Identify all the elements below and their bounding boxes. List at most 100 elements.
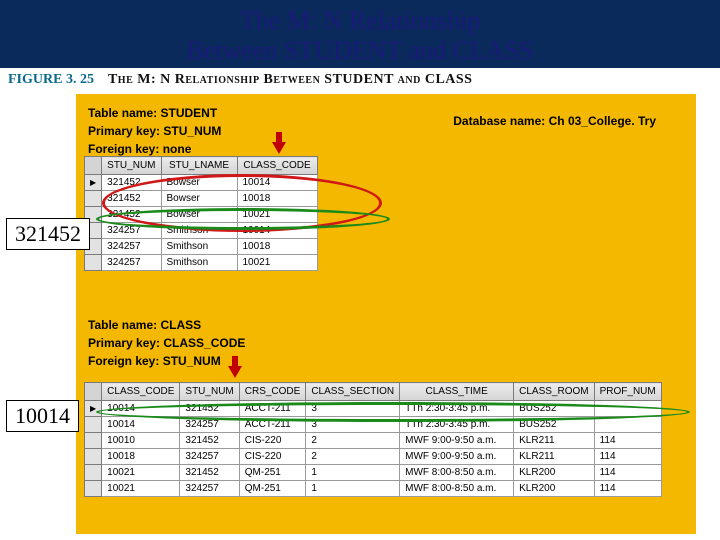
class-table-name-label: Table name: (88, 318, 157, 332)
cell: 1 (306, 481, 400, 497)
cell: 10018 (102, 449, 180, 465)
table-row: 324257Smithson10014 (85, 223, 318, 239)
column-header: CLASS_SECTION (306, 383, 400, 401)
row-selector[interactable] (85, 417, 102, 433)
table-row: 10021321452QM-2511MWF 8:00-8:50 a.m.KLR2… (85, 465, 662, 481)
slide-title: The M: N Relationship Between STUDENT an… (0, 0, 720, 70)
cell: CIS-220 (239, 449, 306, 465)
class-table: CLASS_CODESTU_NUMCRS_CODECLASS_SECTIONCL… (84, 382, 662, 497)
table-row: 324257Smithson10021 (85, 255, 318, 271)
cell: 114 (594, 481, 661, 497)
cell: MWF 8:00-8:50 a.m. (400, 465, 514, 481)
cell: 324257 (102, 255, 161, 271)
cell: MWF 9:00-9:50 a.m. (400, 433, 514, 449)
table-row: 10010321452CIS-2202MWF 9:00-9:50 a.m.KLR… (85, 433, 662, 449)
row-selector[interactable] (85, 255, 102, 271)
cell: 10010 (102, 433, 180, 449)
student-pk: STU_NUM (163, 124, 221, 138)
yellow-panel: Table name: STUDENT Primary key: STU_NUM… (76, 94, 696, 534)
row-selector[interactable] (85, 433, 102, 449)
cell: 321452 (180, 465, 239, 481)
cell: ACCT-211 (239, 417, 306, 433)
cell: Smithson (161, 255, 237, 271)
student-fk: none (163, 142, 192, 156)
cell: 10014 (237, 223, 317, 239)
cell (594, 401, 661, 417)
column-header: STU_LNAME (161, 157, 237, 175)
class-pk-label: Primary key: (88, 336, 160, 350)
cell: ACCT-211 (239, 401, 306, 417)
cell: 10018 (237, 239, 317, 255)
callout-bottom: 10014 (6, 400, 79, 432)
cell: KLR211 (514, 433, 594, 449)
student-table: STU_NUMSTU_LNAMECLASS_CODE321452Bowser10… (84, 156, 318, 271)
cell: 321452 (180, 433, 239, 449)
cell: CIS-220 (239, 433, 306, 449)
cell: 324257 (180, 481, 239, 497)
cell: 10021 (237, 207, 317, 223)
database-label: Database name: (453, 114, 545, 128)
student-table-name-label: Table name: (88, 106, 157, 120)
row-selector[interactable] (85, 449, 102, 465)
figure-number: FIGURE 3. 25 (8, 72, 94, 87)
cell: 3 (306, 417, 400, 433)
cell: MWF 8:00-8:50 a.m. (400, 481, 514, 497)
table-row: 324257Smithson10018 (85, 239, 318, 255)
student-table-wrap: STU_NUMSTU_LNAMECLASS_CODE321452Bowser10… (84, 156, 318, 271)
column-header: CLASS_ROOM (514, 383, 594, 401)
cell: QM-251 (239, 465, 306, 481)
cell: 10014 (102, 401, 180, 417)
row-selector[interactable] (85, 401, 102, 417)
column-header: CLASS_TIME (400, 383, 514, 401)
class-table-wrap: CLASS_CODESTU_NUMCRS_CODECLASS_SECTIONCL… (84, 382, 662, 497)
table-row: 10014321452ACCT-2113TTh 2:30-3:45 p.m.BU… (85, 401, 662, 417)
title-line-1: The M: N Relationship (0, 6, 720, 36)
column-header: STU_NUM (102, 157, 161, 175)
cell: 114 (594, 449, 661, 465)
cell: 321452 (180, 401, 239, 417)
cell: 10014 (102, 417, 180, 433)
column-header: CRS_CODE (239, 383, 306, 401)
class-table-name: CLASS (160, 318, 201, 332)
cell: BUS252 (514, 417, 594, 433)
student-table-name: STUDENT (160, 106, 217, 120)
cell: 324257 (180, 417, 239, 433)
column-header: CLASS_CODE (237, 157, 317, 175)
table-row: 321452Bowser10014 (85, 175, 318, 191)
cell: 2 (306, 433, 400, 449)
cell: TTh 2:30-3:45 p.m. (400, 417, 514, 433)
column-header: STU_NUM (180, 383, 239, 401)
cell: 114 (594, 433, 661, 449)
cell: 321452 (102, 207, 161, 223)
table-row: 10021324257QM-2511MWF 8:00-8:50 a.m.KLR2… (85, 481, 662, 497)
cell: Bowser (161, 175, 237, 191)
table-row: 321452Bowser10018 (85, 191, 318, 207)
cell: MWF 9:00-9:50 a.m. (400, 449, 514, 465)
class-meta: Table name: CLASS Primary key: CLASS_COD… (88, 316, 245, 370)
column-header: CLASS_CODE (102, 383, 180, 401)
student-meta: Table name: STUDENT Primary key: STU_NUM… (88, 104, 684, 158)
title-line-2: Between STUDENT and CLASS (0, 36, 720, 66)
database-value: Ch 03_College. Try (549, 114, 656, 128)
row-selector[interactable] (85, 465, 102, 481)
cell: 10014 (237, 175, 317, 191)
figure-label: FIGURE 3. 25 The M: N Relationship Betwe… (8, 72, 472, 88)
cell: 321452 (102, 175, 161, 191)
arrow-student (272, 132, 286, 154)
cell: 324257 (180, 449, 239, 465)
cell: Smithson (161, 239, 237, 255)
cell: Bowser (161, 191, 237, 207)
table-row: 321452Bowser10021 (85, 207, 318, 223)
row-selector[interactable] (85, 175, 102, 191)
class-fk-label: Foreign key: (88, 354, 159, 368)
database-name: Database name: Ch 03_College. Try (453, 114, 656, 128)
student-pk-label: Primary key: (88, 124, 160, 138)
student-fk-label: Foreign key: (88, 142, 159, 156)
callout-top: 321452 (6, 218, 90, 250)
cell: 2 (306, 449, 400, 465)
cell: BUS252 (514, 401, 594, 417)
cell: 10021 (237, 255, 317, 271)
row-selector[interactable] (85, 191, 102, 207)
row-selector[interactable] (85, 481, 102, 497)
cell: 324257 (102, 223, 161, 239)
